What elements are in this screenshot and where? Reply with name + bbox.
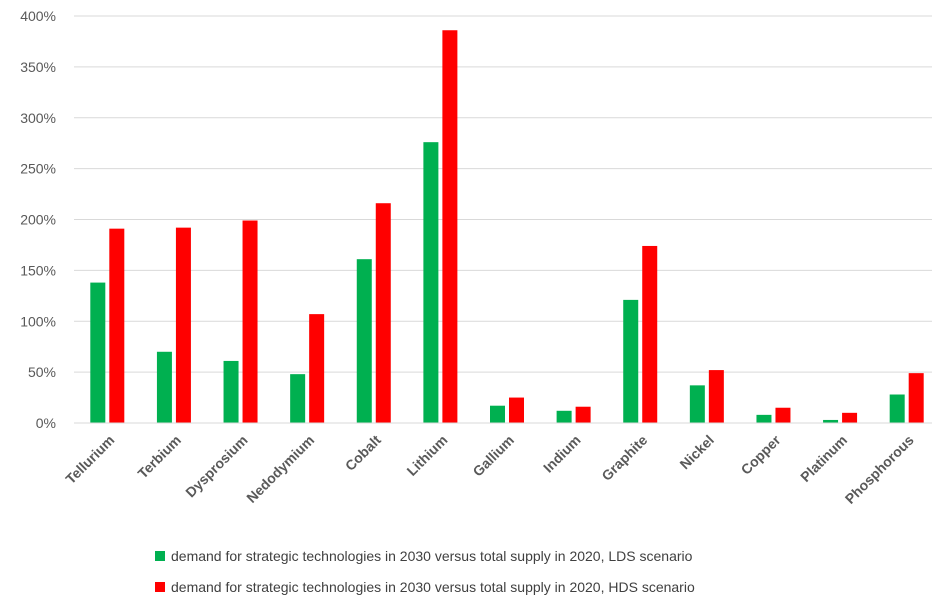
x-tick-label: Tellurium: [62, 432, 117, 487]
y-tick-label: 350%: [20, 59, 56, 75]
bar-lds-phosphorous: [889, 394, 905, 423]
bar-lds-dysprosium: [223, 360, 239, 423]
legend-swatch-lds: [155, 551, 165, 561]
bar-lds-nedodymium: [290, 374, 306, 423]
legend: demand for strategic technologies in 203…: [155, 545, 915, 598]
x-tick-label: Indium: [540, 432, 584, 476]
legend-item-lds: demand for strategic technologies in 203…: [155, 545, 915, 567]
x-tick-label: Platinum: [797, 432, 850, 485]
bar-hds-terbium: [175, 227, 191, 423]
x-tick-label: Gallium: [469, 432, 517, 480]
bar-lds-graphite: [623, 299, 639, 423]
bar-lds-copper: [756, 414, 772, 423]
bar-hds-nedodymium: [309, 314, 325, 423]
bar-lds-indium: [556, 410, 572, 423]
bar-hds-lithium: [442, 30, 458, 424]
bar-lds-terbium: [156, 351, 172, 423]
bar-lds-tellurium: [90, 282, 106, 423]
gridlines: [74, 15, 932, 424]
x-tick-label: Nedodymium: [243, 432, 317, 506]
x-tick-label: Copper: [738, 431, 784, 477]
bar-hds-platinum: [842, 412, 858, 423]
bar-hds-indium: [575, 406, 591, 423]
bar-hds-nickel: [708, 370, 724, 423]
legend-item-hds: demand for strategic technologies in 203…: [155, 576, 915, 598]
bar-hds-phosphorous: [908, 373, 924, 423]
y-tick-label: 150%: [20, 262, 56, 278]
y-axis: 0% 50% 100% 150% 200% 250% 300% 350% 400%: [20, 8, 56, 431]
bar-hds-graphite: [642, 245, 658, 423]
y-tick-label: 50%: [28, 364, 56, 380]
y-tick-label: 200%: [20, 212, 56, 228]
legend-label-lds: demand for strategic technologies in 203…: [171, 548, 693, 564]
bar-lds-gallium: [490, 405, 505, 423]
bar-hds-copper: [775, 407, 791, 423]
bar-lds-nickel: [689, 385, 705, 423]
bar-hds-dysprosium: [242, 220, 258, 423]
x-tick-label: Graphite: [598, 432, 650, 484]
y-tick-label: 250%: [20, 161, 56, 177]
bar-lds-cobalt: [356, 259, 372, 423]
legend-swatch-hds: [155, 582, 165, 592]
bar-chart: 0% 50% 100% 150% 200% 250% 300% 350% 400% Tellur…: [20, 8, 932, 507]
legend-label-hds: demand for strategic technologies in 203…: [171, 579, 695, 595]
y-tick-label: 400%: [20, 8, 56, 24]
bars: [90, 30, 924, 424]
y-tick-label: 300%: [20, 110, 56, 126]
x-tick-label: Phosphorous: [842, 432, 917, 507]
bar-hds-cobalt: [375, 203, 391, 423]
bar-lds-platinum: [823, 419, 839, 423]
y-tick-label: 0%: [36, 415, 56, 431]
x-tick-label: Dysprosium: [182, 432, 251, 501]
bar-hds-gallium: [509, 397, 524, 423]
bar-lds-lithium: [423, 142, 439, 424]
x-tick-label: Terbium: [134, 432, 184, 482]
x-tick-label: Lithium: [403, 432, 450, 479]
x-tick-label: Nickel: [676, 432, 716, 472]
x-tick-label: Cobalt: [342, 432, 384, 474]
bar-hds-tellurium: [109, 228, 125, 423]
y-tick-label: 100%: [20, 313, 56, 329]
